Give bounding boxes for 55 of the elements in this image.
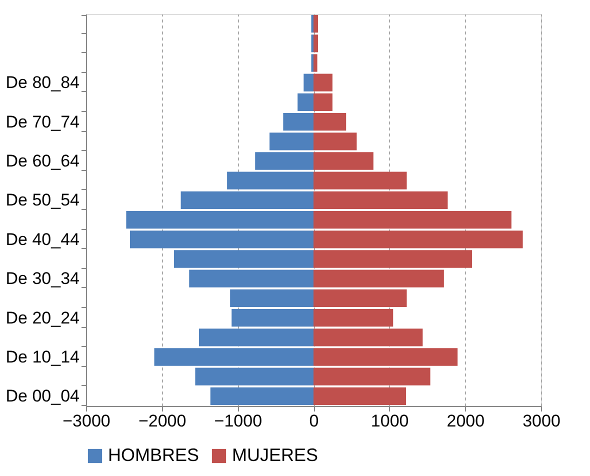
bar	[195, 368, 314, 386]
bar	[174, 250, 314, 268]
bar	[314, 93, 332, 112]
bar	[255, 152, 314, 170]
bar	[314, 270, 444, 288]
x-tick-label: 0	[309, 412, 319, 430]
x-tick-label: 3000	[522, 412, 560, 430]
bar	[314, 250, 472, 268]
bar	[304, 74, 314, 92]
x-tick-label: 1000	[370, 412, 409, 430]
y-tick-label: De 50_54	[6, 190, 80, 210]
y-tick-label: De 60_64	[6, 152, 80, 170]
y-tick-label: De 80_84	[6, 73, 80, 92]
bar	[314, 210, 512, 229]
bar	[314, 54, 318, 72]
bar	[270, 132, 314, 150]
y-tick-label: De 00_04	[6, 386, 80, 406]
bar	[130, 230, 314, 248]
x-tick-label: −3000	[62, 412, 110, 430]
bar	[154, 348, 314, 366]
bar	[314, 348, 458, 366]
bar	[314, 289, 407, 308]
y-tick-label: De 20_24	[6, 308, 80, 328]
bar	[210, 387, 314, 406]
bar	[227, 172, 314, 190]
bar	[189, 270, 314, 288]
bar	[126, 210, 314, 229]
bar	[180, 191, 314, 210]
bar	[298, 93, 314, 112]
bar	[314, 328, 423, 346]
y-tick-label: De 10_14	[6, 348, 80, 366]
y-tick-label: De 70_74	[6, 112, 80, 132]
bar	[198, 328, 314, 346]
bar	[314, 368, 430, 386]
x-tick-label: −2000	[138, 412, 186, 430]
bar	[314, 14, 318, 33]
x-tick-label: 2000	[446, 412, 485, 430]
legend-label: MUJERES	[232, 445, 318, 465]
bar	[314, 112, 346, 131]
bar	[314, 230, 523, 248]
bar	[314, 132, 357, 150]
bar	[230, 289, 314, 308]
bar	[283, 112, 314, 131]
bar	[314, 308, 394, 327]
bar	[314, 191, 448, 210]
x-tick-label: −1000	[214, 412, 262, 430]
bar	[314, 152, 374, 170]
bar	[314, 172, 407, 190]
y-tick-label: De 40_44	[6, 230, 80, 249]
bar	[232, 308, 314, 327]
bar	[314, 387, 406, 406]
legend-label: HOMBRES	[108, 445, 200, 465]
bar	[314, 74, 332, 92]
bar	[314, 34, 318, 52]
y-tick-label: De 30_34	[6, 269, 80, 288]
